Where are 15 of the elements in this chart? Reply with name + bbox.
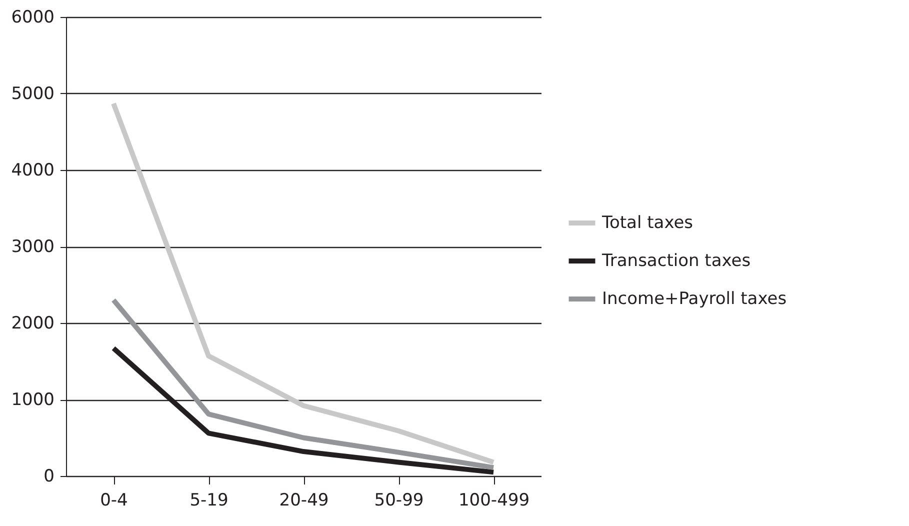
y-tick-label: 5000 xyxy=(11,84,54,104)
x-tick-label: 20-49 xyxy=(279,490,329,510)
y-tick-label: 1000 xyxy=(11,390,54,410)
x-tick-label: 50-99 xyxy=(374,490,424,510)
y-tick-label: 0 xyxy=(44,466,54,486)
x-tick-label: 5-19 xyxy=(190,490,228,510)
y-tick-label: 3000 xyxy=(11,237,54,257)
y-tick-label: 6000 xyxy=(11,8,54,28)
x-tick-label: 100-499 xyxy=(458,490,530,510)
y-tick-label: 4000 xyxy=(11,160,54,180)
legend-label: Income+Payroll taxes xyxy=(602,289,787,309)
x-tick-label: 0-4 xyxy=(100,490,128,510)
legend-label: Transaction taxes xyxy=(601,251,751,271)
legend-label: Total taxes xyxy=(601,213,694,233)
y-tick-label: 2000 xyxy=(11,314,54,334)
